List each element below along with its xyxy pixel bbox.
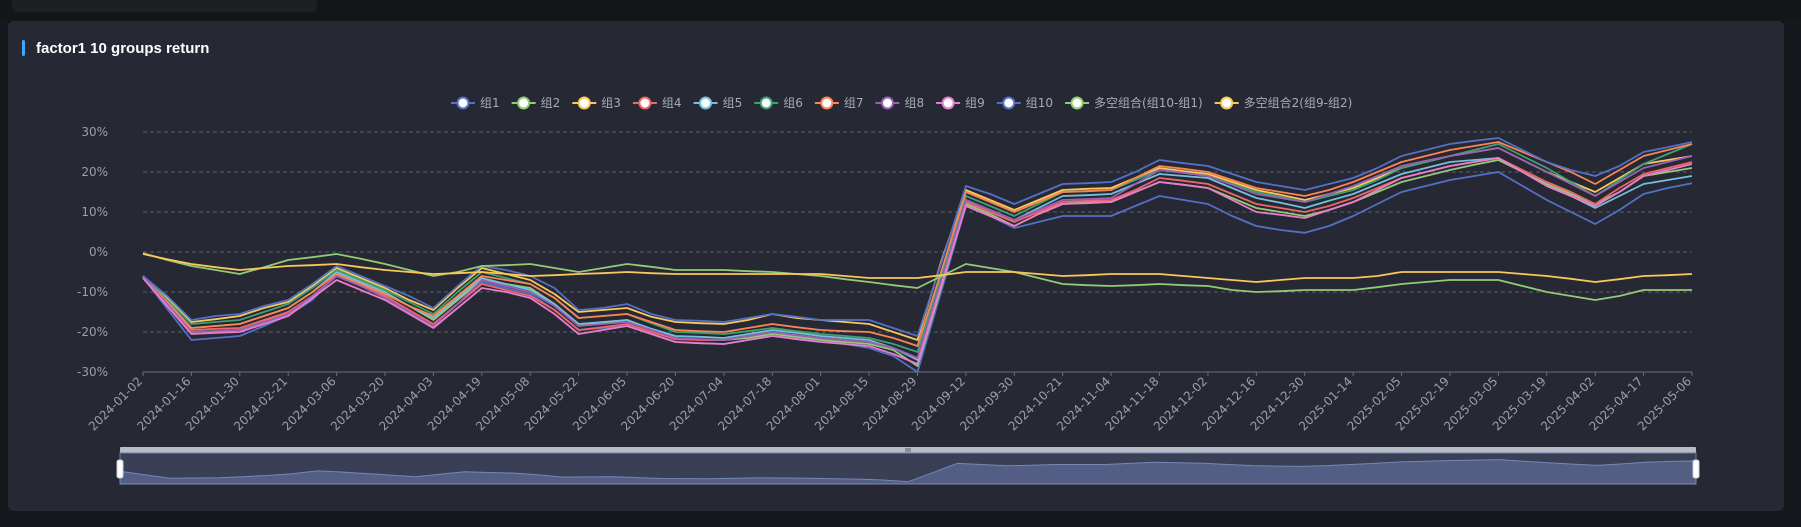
legend-item-1[interactable]: 组1 xyxy=(451,96,500,110)
series-line-10 xyxy=(142,137,1693,337)
series-line-12 xyxy=(142,253,1693,283)
legend-label: 组5 xyxy=(723,96,743,110)
zoom-preview-area xyxy=(119,459,1697,485)
legend-item-10[interactable]: 组10 xyxy=(996,96,1053,110)
legend-item-3[interactable]: 组3 xyxy=(572,96,621,110)
zoom-handle-left[interactable] xyxy=(116,459,124,479)
legend-marker xyxy=(820,96,834,110)
series-line-7 xyxy=(142,141,1693,347)
legend-marker xyxy=(941,96,955,110)
legend-label: 组6 xyxy=(783,96,803,110)
series-line-5 xyxy=(142,157,1693,361)
series-line-3 xyxy=(142,147,1693,341)
panel-title: factor1 10 groups return xyxy=(36,39,210,57)
legend-item-8[interactable]: 组8 xyxy=(875,96,924,110)
legend-label: 组7 xyxy=(844,96,864,110)
legend-marker xyxy=(638,96,652,110)
series-line-6 xyxy=(142,143,1693,353)
legend-label: 组2 xyxy=(541,96,561,110)
legend-item-11[interactable]: 多空组合(组10-组1) xyxy=(1065,95,1203,110)
y-tick-label: -20% xyxy=(77,325,108,339)
legend-label: 组1 xyxy=(480,96,500,110)
y-tick-label: -30% xyxy=(77,365,108,379)
legend-item-12[interactable]: 多空组合2(组9-组2) xyxy=(1214,95,1353,110)
legend-marker xyxy=(577,96,591,110)
legend-marker xyxy=(456,96,470,110)
legend-item-9[interactable]: 组9 xyxy=(936,96,985,110)
background-tab xyxy=(12,0,317,12)
series-line-11 xyxy=(142,252,1692,301)
legend-label: 组8 xyxy=(904,96,924,110)
data-zoom-slider[interactable] xyxy=(116,447,1700,485)
x-axis: 2024-01-022024-01-162024-01-302024-02-21… xyxy=(86,372,1694,433)
legend-item-4[interactable]: 组4 xyxy=(632,96,682,110)
legend-marker xyxy=(1070,96,1084,110)
y-tick-label: 10% xyxy=(81,205,108,219)
y-tick-label: 20% xyxy=(81,165,108,179)
legend-label: 多空组合2(组9-组2) xyxy=(1244,95,1353,110)
legend-marker xyxy=(1002,96,1016,110)
legend-item-6[interactable]: 组6 xyxy=(754,96,803,110)
legend-label: 多空组合(组10-组1) xyxy=(1094,95,1203,110)
legend-marker xyxy=(699,96,713,110)
y-tick-label: 0% xyxy=(89,245,108,259)
legend-item-5[interactable]: 组5 xyxy=(693,96,743,110)
chart-series xyxy=(142,137,1693,373)
title-accent-bar xyxy=(22,40,25,56)
series-line-4 xyxy=(142,157,1693,359)
legend-marker xyxy=(1220,96,1234,110)
legend-label: 组9 xyxy=(965,96,985,110)
legend-label: 组10 xyxy=(1026,96,1053,110)
series-line-8 xyxy=(142,147,1693,359)
zoom-handle-right[interactable] xyxy=(1692,459,1700,479)
legend-label: 组3 xyxy=(601,96,621,110)
series-line-9 xyxy=(142,157,1693,365)
y-tick-label: -10% xyxy=(77,285,108,299)
background-stripe xyxy=(0,0,1801,20)
legend-label: 组4 xyxy=(662,96,682,110)
y-axis: 30% 20% 10% 0% -10% -20% -30% xyxy=(77,125,108,379)
legend-marker xyxy=(517,96,531,110)
legend-marker xyxy=(759,96,773,110)
legend-item-7[interactable]: 组7 xyxy=(814,96,864,110)
chart-legend: 组1 组2 组3 组4 组5 组6 组7 组8 组9 组10 多空组合(组10-组1) 多空组合2(组… xyxy=(451,95,1352,110)
panel-header: factor1 10 groups return xyxy=(22,38,209,58)
y-tick-label: 30% xyxy=(81,125,108,139)
legend-marker xyxy=(880,96,894,110)
legend-item-2[interactable]: 组2 xyxy=(511,96,561,110)
